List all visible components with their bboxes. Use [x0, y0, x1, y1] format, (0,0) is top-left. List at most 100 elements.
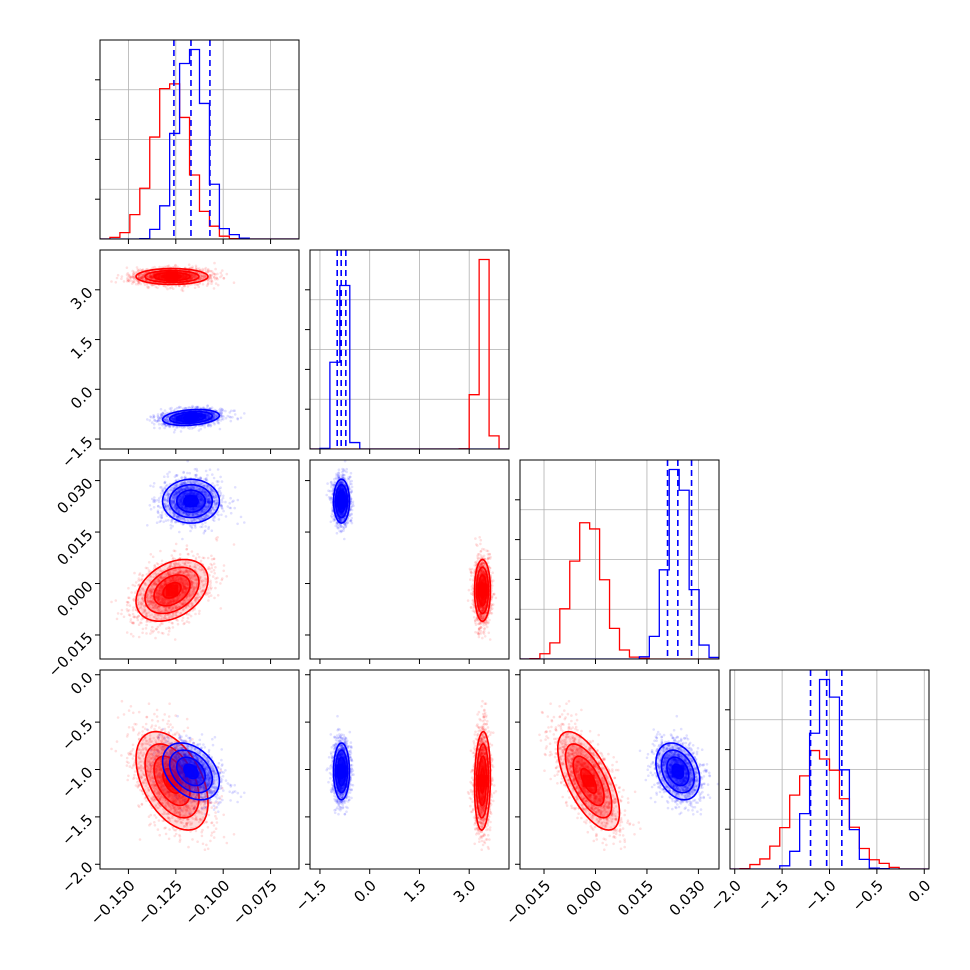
- scatter-point: [160, 274, 163, 278]
- scatter-point: [160, 585, 164, 589]
- scatter-point: [207, 414, 211, 418]
- scatter-point: [138, 275, 141, 279]
- scatter-point: [205, 284, 209, 288]
- scatter-point: [159, 549, 162, 553]
- scatter-point: [149, 416, 153, 419]
- scatter-point: [184, 587, 187, 590]
- scatter-point: [199, 414, 203, 418]
- scatter-point: [192, 589, 196, 592]
- scatter-point: [158, 589, 161, 593]
- scatter-point: [210, 406, 214, 410]
- scatter-point: [188, 594, 192, 598]
- scatter-point: [150, 593, 153, 596]
- scatter-point: [222, 418, 225, 421]
- scatter-point: [158, 623, 162, 627]
- scatter-point: [194, 264, 198, 268]
- scatter-point: [182, 590, 185, 593]
- scatter-point: [165, 617, 168, 620]
- scatter-point: [232, 409, 235, 413]
- scatter-point: [195, 596, 198, 600]
- scatter-point: [209, 277, 213, 280]
- scatter-point: [137, 281, 141, 285]
- scatter-point: [146, 600, 149, 603]
- scatter-point: [169, 563, 172, 567]
- scatter-point: [207, 279, 210, 283]
- scatter-point: [129, 618, 133, 621]
- scatter-point: [148, 599, 151, 603]
- scatter-point: [143, 581, 146, 585]
- scatter-point: [169, 601, 173, 605]
- scatter-point: [176, 610, 179, 614]
- scatter-point: [180, 581, 184, 585]
- scatter-point: [184, 407, 188, 410]
- scatter-point: [183, 276, 186, 279]
- scatter-point: [178, 576, 182, 580]
- scatter-point: [171, 417, 175, 420]
- scatter-point: [128, 596, 131, 600]
- scatter-point: [164, 582, 168, 585]
- scatter-point: [184, 276, 187, 279]
- scatter-point: [212, 414, 216, 417]
- scatter-point: [147, 569, 151, 572]
- scatter-point: [147, 286, 151, 289]
- scatter-point: [212, 276, 216, 279]
- scatter-point: [179, 564, 182, 568]
- scatter-point: [175, 618, 178, 621]
- scatter-point: [163, 609, 166, 613]
- scatter-point: [207, 414, 210, 417]
- scatter-point: [157, 592, 160, 595]
- scatter-point: [157, 579, 161, 582]
- scatter-point: [180, 417, 183, 421]
- scatter-point: [222, 415, 225, 418]
- scatter-point: [171, 600, 175, 604]
- scatter-point: [195, 283, 199, 286]
- scatter-point: [128, 614, 132, 617]
- scatter-point: [194, 565, 197, 569]
- scatter-point: [180, 417, 184, 421]
- scatter-point: [158, 589, 162, 592]
- scatter-point: [162, 632, 165, 635]
- scatter-point: [169, 601, 173, 604]
- scatter-point: [133, 584, 137, 588]
- scatter-point: [199, 569, 202, 572]
- scatter-point: [214, 566, 217, 569]
- scatter-point: [154, 595, 158, 599]
- scatter-point: [183, 602, 186, 605]
- scatter-point: [200, 275, 204, 278]
- scatter-point: [145, 573, 149, 576]
- scatter-point: [217, 418, 220, 422]
- scatter-point: [158, 591, 162, 595]
- scatter-point: [152, 415, 156, 418]
- scatter-point: [161, 423, 164, 427]
- scatter-point: [185, 544, 189, 547]
- scatter-point: [188, 594, 192, 598]
- scatter-point: [138, 268, 142, 271]
- scatter-point: [211, 411, 214, 415]
- scatter-point: [141, 276, 145, 279]
- scatter-point: [173, 638, 177, 641]
- scatter-point: [197, 271, 200, 275]
- scatter-point: [185, 586, 189, 589]
- scatter-point: [181, 273, 185, 277]
- scatter-point: [202, 275, 206, 278]
- scatter-point: [207, 415, 210, 419]
- scatter-point: [178, 605, 182, 608]
- scatter-point: [172, 417, 176, 421]
- scatter-point: [190, 575, 194, 578]
- scatter-point: [181, 571, 185, 575]
- scatter-point: [181, 274, 185, 277]
- scatter-point: [148, 275, 152, 279]
- scatter-point: [219, 271, 223, 275]
- scatter-point: [150, 276, 153, 280]
- scatter-point: [199, 414, 203, 418]
- scatter-point: [180, 416, 183, 419]
- scatter-point: [209, 424, 212, 428]
- scatter-point: [174, 564, 177, 567]
- scatter-point: [115, 276, 119, 280]
- scatter-point: [160, 587, 164, 590]
- scatter-point: [128, 280, 131, 283]
- scatter-point: [136, 598, 139, 602]
- scatter-point: [186, 285, 190, 288]
- scatter-point: [185, 606, 188, 610]
- scatter-point: [172, 431, 176, 434]
